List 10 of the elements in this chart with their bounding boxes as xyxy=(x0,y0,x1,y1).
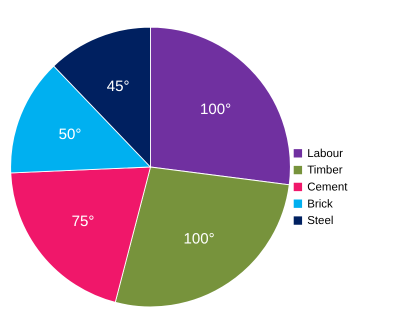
data-label: 100° xyxy=(184,230,215,248)
data-label: 100° xyxy=(200,101,232,118)
data-label: 75° xyxy=(72,212,94,230)
data-label: 50° xyxy=(58,126,82,144)
legend-label: Labour xyxy=(307,148,344,160)
legend-label: Steel xyxy=(307,215,334,228)
legend-label: Cement xyxy=(307,181,348,194)
legend-label: Timber xyxy=(307,164,343,177)
data-label: 45° xyxy=(106,78,130,95)
legend-label: Brick xyxy=(307,198,333,210)
